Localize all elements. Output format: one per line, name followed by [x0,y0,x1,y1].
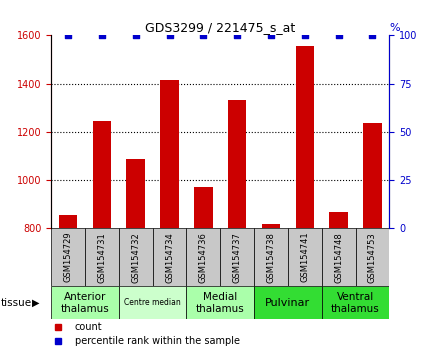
Text: GSM154734: GSM154734 [165,232,174,282]
Point [267,33,275,38]
Point [200,33,207,38]
Text: GSM154738: GSM154738 [267,232,275,282]
Bar [126,159,145,228]
Point [65,33,72,38]
Bar [51,228,85,286]
Bar [85,228,119,286]
Bar [254,228,288,286]
Text: GSM154737: GSM154737 [233,232,242,282]
Bar [329,212,348,228]
Text: count: count [75,322,102,332]
Bar [220,228,254,286]
Text: GSM154736: GSM154736 [199,232,208,282]
Bar [228,101,247,228]
Text: GSM154748: GSM154748 [334,232,343,282]
Point [132,33,139,38]
Bar [51,286,119,319]
Text: Medial
thalamus: Medial thalamus [196,292,245,314]
Text: GSM154753: GSM154753 [368,232,377,282]
Text: tissue: tissue [0,298,32,308]
Text: Ventral
thalamus: Ventral thalamus [331,292,380,314]
Bar [186,228,220,286]
Text: GSM154731: GSM154731 [97,232,106,282]
Bar [119,228,153,286]
Text: Pulvinar: Pulvinar [265,298,311,308]
Text: GSM154741: GSM154741 [300,232,309,282]
Bar [322,286,389,319]
Bar [160,80,179,228]
Text: Centre median: Centre median [124,298,181,307]
Text: %: % [389,23,400,34]
Bar [262,224,280,228]
Point [234,33,241,38]
Point [301,33,308,38]
Text: GSM154732: GSM154732 [131,232,140,282]
Bar [93,121,111,228]
Bar [288,228,322,286]
Bar [59,215,77,228]
Bar [186,286,254,319]
Bar [356,228,389,286]
Title: GDS3299 / 221475_s_at: GDS3299 / 221475_s_at [145,21,295,34]
Text: Anterior
thalamus: Anterior thalamus [61,292,109,314]
Text: ▶: ▶ [32,298,40,308]
Bar [254,286,322,319]
Bar [322,228,356,286]
Point [335,33,342,38]
Bar [295,46,314,228]
Point [369,33,376,38]
Text: percentile rank within the sample: percentile rank within the sample [75,336,240,346]
Bar [194,187,213,228]
Point [98,33,105,38]
Bar [363,123,382,228]
Text: GSM154729: GSM154729 [64,232,73,282]
Bar [153,228,186,286]
Point [166,33,173,38]
Bar [119,286,186,319]
